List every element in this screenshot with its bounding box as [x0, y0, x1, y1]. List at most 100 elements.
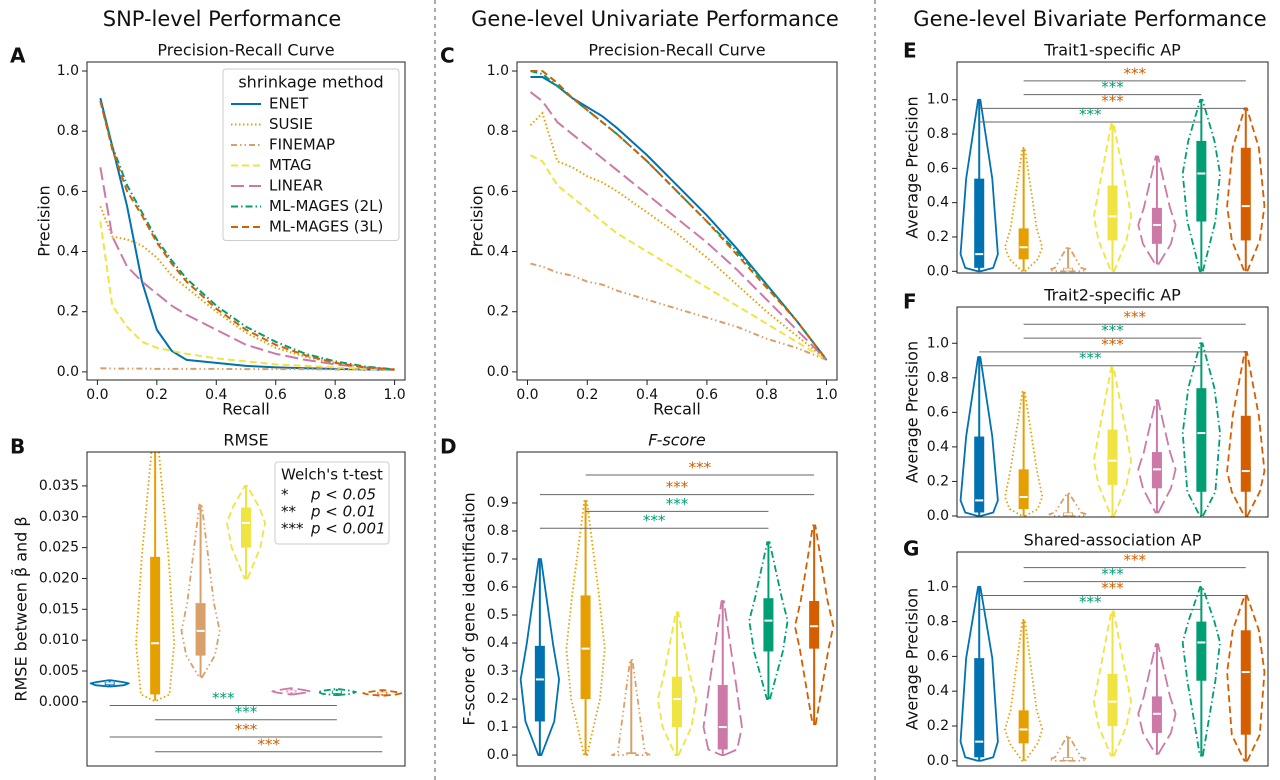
box: [1240, 147, 1251, 241]
y-tick-label: 0.6: [57, 183, 79, 199]
y-tick-label: 0.0: [927, 508, 949, 524]
legend-label: FINEMAP: [269, 136, 335, 154]
panel-label: C: [440, 44, 455, 68]
y-tick-label: 0.030: [39, 509, 79, 525]
box: [974, 658, 985, 758]
line-series: [99, 100, 395, 371]
y-tick-label: 0.020: [39, 570, 79, 586]
section-header: Gene-level Bivariate Performance: [913, 7, 1266, 31]
x-tick-label: 1.0: [815, 387, 837, 403]
violin: [702, 600, 743, 756]
box: [534, 645, 545, 722]
violin: [519, 558, 560, 756]
box: [1196, 140, 1207, 222]
line-series: [530, 70, 828, 361]
significance-label: ***: [1123, 551, 1146, 569]
y-tick-label: 0.4: [487, 244, 509, 260]
violin: [1137, 643, 1177, 755]
x-tick-label: 0.6: [696, 387, 718, 403]
violin: [959, 585, 999, 762]
significance-label: ***: [1101, 92, 1124, 110]
significance-label: ***: [235, 721, 258, 739]
plot-frame: [516, 451, 838, 767]
violin: [180, 503, 221, 679]
legend-title: shrinkage method: [238, 73, 383, 92]
violin: [748, 541, 789, 700]
box: [809, 601, 820, 649]
violin: [959, 356, 999, 517]
plot-area: ************: [959, 64, 1266, 273]
y-axis-label: Average Precision: [903, 341, 922, 483]
panel-label: E: [903, 39, 917, 63]
y-tick-label: 0.025: [39, 540, 79, 556]
significance-label: ***: [1101, 78, 1124, 96]
panel: D F-score F-score of gene identification 0.…: [440, 431, 838, 767]
y-tick-label: 0.0: [57, 364, 79, 380]
y-tick-label: 1.0: [57, 63, 79, 79]
violin: [1181, 342, 1221, 517]
box: [150, 556, 161, 695]
x-tick-label: 0.8: [756, 387, 778, 403]
line-series: [529, 111, 828, 361]
plot-title: Precision-Recall Curve: [157, 41, 334, 60]
box: [195, 603, 206, 656]
legend-box: [274, 461, 390, 545]
significance-label: ***: [643, 512, 666, 530]
violin: [135, 452, 176, 702]
x-axis-label: Recall: [222, 400, 270, 419]
x-tick-label: 1.0: [383, 387, 405, 403]
y-tick-label: 0.9: [487, 495, 509, 511]
legend-symbol: **: [281, 503, 297, 521]
y-tick-label: 0.010: [39, 632, 79, 648]
violin: [1004, 146, 1044, 273]
violin: [1092, 122, 1133, 273]
x-axis-label: Recall: [653, 400, 701, 419]
y-tick-label: 0.8: [927, 126, 949, 142]
plot-frame: [86, 61, 406, 381]
significance-label: ***: [1079, 106, 1102, 124]
legend-symbol: *: [281, 486, 289, 504]
line-series: [99, 100, 395, 371]
line-series: [530, 154, 828, 361]
line-series: [529, 91, 828, 361]
box: [1196, 621, 1207, 681]
x-tick-label: 0.8: [324, 387, 346, 403]
y-axis-label: RMSE between β̃ and β: [12, 516, 31, 701]
box: [763, 598, 774, 652]
violin: [794, 524, 835, 726]
y-tick-label: 0.6: [927, 648, 949, 664]
box: [1107, 673, 1118, 726]
y-tick-label: 0.4: [927, 195, 949, 211]
significance-label: ***: [235, 703, 258, 721]
plot-title: F-score: [648, 431, 706, 450]
panel-label: A: [10, 44, 26, 68]
plot-frame: [86, 451, 406, 767]
violin: [226, 485, 266, 580]
y-tick-label: 0.2: [927, 473, 949, 489]
panel: G Shared-association AP Average Precision 0…: [903, 531, 1269, 769]
legend-label: ML-MAGES (3L): [269, 218, 383, 236]
box: [974, 436, 985, 513]
box: [626, 752, 637, 756]
y-tick-label: 0.0: [927, 263, 949, 279]
violin: [1137, 155, 1177, 266]
x-tick-label: 0.4: [636, 387, 658, 403]
y-axis-label: Precision: [468, 185, 487, 256]
panel-label: B: [10, 435, 25, 459]
y-tick-label: 0.005: [39, 663, 79, 679]
plot-title: RMSE: [223, 431, 268, 450]
plot-title: Trait1-specific AP: [1043, 41, 1181, 60]
significance-label: ***: [666, 478, 689, 496]
y-tick-label: 0.1: [487, 719, 509, 735]
significance-label: ***: [1123, 64, 1146, 82]
violin: [1048, 735, 1088, 762]
y-tick-label: 0.6: [927, 404, 949, 420]
y-tick-label: 0.000: [39, 694, 79, 710]
y-tick-label: 0.8: [487, 123, 509, 139]
y-tick-label: 0.035: [39, 478, 79, 494]
box: [1107, 429, 1118, 485]
legend-label: ENET: [269, 95, 309, 113]
y-tick-label: 1.0: [927, 92, 949, 108]
box: [1240, 630, 1251, 735]
